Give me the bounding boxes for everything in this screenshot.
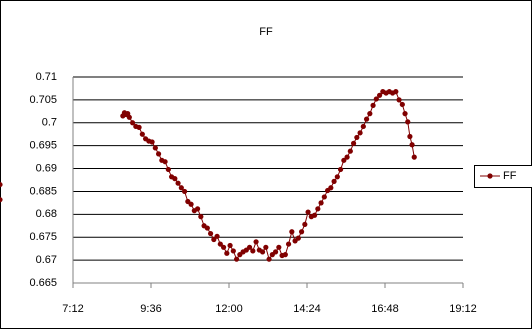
series-line xyxy=(122,90,415,261)
marker xyxy=(347,148,353,154)
marker xyxy=(233,256,240,262)
marker xyxy=(341,157,347,163)
marker xyxy=(165,166,171,173)
marker xyxy=(263,244,269,250)
marker xyxy=(188,201,194,207)
marker xyxy=(289,229,295,235)
marker xyxy=(136,124,142,130)
legend-marker xyxy=(487,173,493,179)
marker xyxy=(396,97,402,103)
marker xyxy=(259,249,266,255)
marker xyxy=(402,111,408,117)
marker xyxy=(266,256,272,262)
x-tick-label: 7:12 xyxy=(62,303,83,315)
x-tick-label: 12:00 xyxy=(215,303,243,315)
marker xyxy=(311,212,318,218)
marker xyxy=(298,229,305,235)
marker xyxy=(207,230,214,237)
marker xyxy=(276,244,282,250)
marker xyxy=(230,248,236,254)
marker xyxy=(152,145,158,151)
marker xyxy=(155,151,162,157)
marker xyxy=(360,123,366,130)
marker xyxy=(295,235,301,241)
marker xyxy=(318,200,324,206)
marker xyxy=(315,206,321,212)
legend-box xyxy=(474,165,532,188)
marker xyxy=(129,120,136,126)
marker xyxy=(175,180,181,186)
marker xyxy=(373,96,379,102)
marker xyxy=(407,133,413,140)
marker xyxy=(224,250,230,256)
marker xyxy=(149,139,155,145)
marker xyxy=(217,241,223,247)
y-tick-label: 0.68 xyxy=(36,208,57,220)
marker xyxy=(328,185,334,191)
marker xyxy=(409,142,415,148)
marker xyxy=(272,249,279,255)
y-tick-label: 0.69 xyxy=(36,162,57,174)
marker xyxy=(331,178,337,184)
marker xyxy=(399,101,405,108)
y-tick-label: 0.675 xyxy=(29,231,57,243)
marker xyxy=(367,111,373,117)
marker xyxy=(321,194,327,200)
chart-title: FF xyxy=(259,26,273,38)
marker xyxy=(172,176,178,182)
marker xyxy=(204,225,210,231)
marker xyxy=(334,174,340,180)
marker xyxy=(411,154,417,160)
marker xyxy=(376,92,383,98)
y-tick-label: 0.705 xyxy=(29,94,57,106)
y-tick-label: 0.71 xyxy=(36,71,57,83)
marker xyxy=(220,244,227,250)
marker xyxy=(350,140,357,146)
marker xyxy=(139,131,145,137)
marker xyxy=(227,242,233,249)
marker xyxy=(282,252,288,258)
marker xyxy=(250,248,256,254)
marker xyxy=(0,197,3,203)
marker xyxy=(363,116,370,122)
x-tick-label: 16:48 xyxy=(371,303,399,315)
legend-label: FF xyxy=(503,170,517,182)
x-tick-label: 9:36 xyxy=(140,303,161,315)
marker xyxy=(0,181,3,188)
y-tick-label: 0.67 xyxy=(36,254,57,266)
marker xyxy=(370,102,376,108)
marker xyxy=(198,214,204,220)
marker xyxy=(181,188,188,195)
y-tick-label: 0.665 xyxy=(29,277,57,289)
marker xyxy=(178,185,184,191)
marker xyxy=(337,166,344,173)
y-tick-label: 0.695 xyxy=(29,140,57,152)
marker xyxy=(285,241,292,247)
y-tick-label: 0.7 xyxy=(42,117,57,129)
marker xyxy=(393,89,399,95)
marker xyxy=(405,119,411,125)
marker xyxy=(162,159,168,165)
marker xyxy=(211,236,217,243)
marker xyxy=(354,134,360,141)
marker xyxy=(214,233,220,239)
marker xyxy=(253,239,259,245)
marker xyxy=(302,221,308,228)
marker xyxy=(194,206,201,212)
x-tick-label: 14:24 xyxy=(293,303,321,315)
marker xyxy=(305,209,311,215)
marker xyxy=(357,130,363,136)
y-tick-label: 0.685 xyxy=(29,185,57,197)
marker xyxy=(344,154,350,160)
x-tick-label: 19:12 xyxy=(449,303,477,315)
marker xyxy=(246,244,253,250)
marker xyxy=(126,114,132,120)
